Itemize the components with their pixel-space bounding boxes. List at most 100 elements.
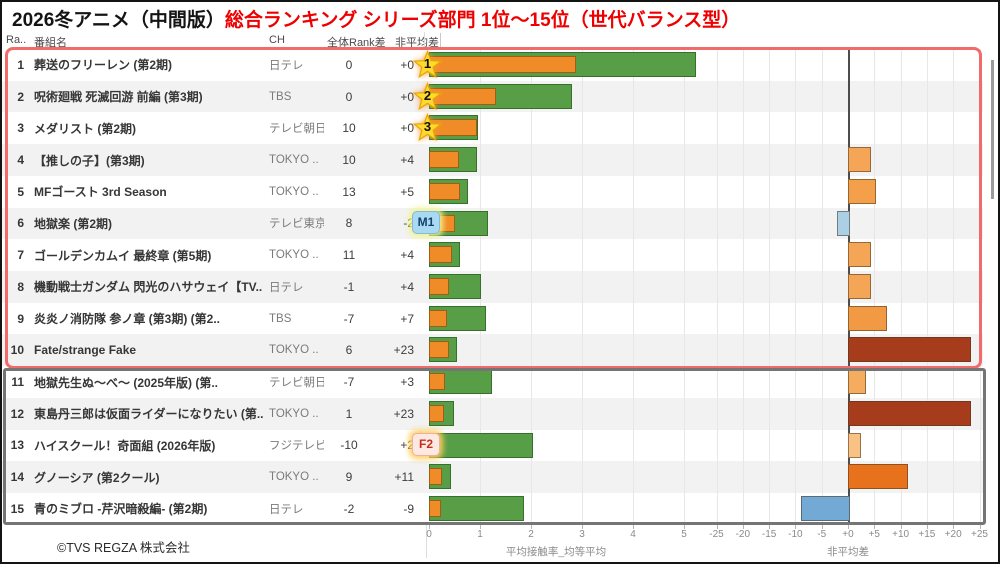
- equal-avg-bar[interactable]: [429, 151, 460, 169]
- channel-cell: 日テレ: [269, 59, 304, 72]
- program-name: メダリスト (第2期): [34, 121, 137, 136]
- rank-cell: 10: [10, 343, 24, 358]
- title-prefix: 2026冬アニメ（中間版）: [12, 10, 225, 31]
- star-rank-number: 1: [423, 56, 432, 71]
- axis-tickmark: [795, 525, 797, 529]
- channel-cell: 日テレ: [269, 503, 304, 516]
- table-row[interactable]: 15 青のミブロ -芹沢暗殺編- (第2期) 日テレ -2 -9: [2, 493, 983, 525]
- avg-diff-bar[interactable]: [848, 464, 908, 490]
- rank-diff-cell: -1: [343, 279, 355, 294]
- avg-diff-bar[interactable]: [848, 178, 877, 204]
- axis-tickmark: [821, 525, 823, 529]
- table-row[interactable]: 9 炎炎ノ消防隊 参ノ章 (第3期) (第2.. TBS -7 +7: [2, 302, 983, 335]
- axis-tickmark: [429, 525, 430, 529]
- rank-cell: 13: [10, 438, 24, 453]
- reach-avg-bar[interactable]: [429, 432, 533, 458]
- axis-tick: -20: [735, 529, 751, 540]
- equal-avg-bar[interactable]: [429, 341, 449, 359]
- channel-cell: テレビ朝日: [269, 377, 324, 390]
- table-row[interactable]: 1 葬送のフリーレン (第2期) 日テレ 0 +0 1: [2, 49, 983, 81]
- avg-diff-bar[interactable]: [848, 369, 866, 395]
- equal-avg-bar[interactable]: [429, 56, 577, 73]
- equal-avg-bar[interactable]: [429, 373, 445, 391]
- right-axis-label: 非平均差: [827, 546, 869, 558]
- rank-star-icon: 2: [412, 81, 443, 112]
- equal-avg-bar[interactable]: [429, 182, 461, 200]
- avg-diff-bar[interactable]: [800, 496, 850, 522]
- axis-tick: 1: [477, 529, 483, 540]
- page-title: 2026冬アニメ（中間版）総合ランキング シリーズ部門 1位～15位（世代バラン…: [12, 5, 740, 32]
- channel-cell: TOKYO ..: [269, 185, 319, 198]
- rank-star-icon: 1: [412, 49, 443, 80]
- axis-tick: +5: [868, 529, 880, 540]
- avg-diff-bar[interactable]: [848, 305, 887, 331]
- channel-cell: TOKYO ..: [269, 154, 319, 167]
- ranking-table: 1 葬送のフリーレン (第2期) 日テレ 0 +0 1 2 呪術廻戦 死滅回游 前編 (第3期…: [2, 49, 983, 525]
- rank-cell: 4: [17, 153, 24, 168]
- equal-avg-bar[interactable]: [429, 309, 448, 327]
- program-name: Fate/strange Fake: [34, 343, 137, 358]
- rank-cell: 15: [10, 501, 24, 516]
- avg-diff-cell: +23: [393, 406, 414, 421]
- table-row[interactable]: 4 【推しの子】(第3期) TOKYO .. 10 +4: [2, 144, 983, 176]
- axis-tick: -10: [788, 529, 803, 540]
- rank-diff-cell: 0: [345, 89, 353, 104]
- avg-diff-bar[interactable]: [837, 210, 850, 236]
- table-row[interactable]: 5 MFゴースト 3rd Season TOKYO .. 13 +5: [2, 175, 983, 208]
- channel-cell: TBS: [269, 90, 292, 103]
- avg-diff-bar[interactable]: [848, 242, 872, 268]
- avg-diff-cell: +4: [400, 248, 414, 263]
- table-row[interactable]: 8 機動戦士ガンダム 閃光のハサウェイ【TV.. 日テレ -1 +4: [2, 271, 983, 303]
- program-name: グノーシア (第2クール): [34, 470, 160, 485]
- axis-tick: -5: [817, 529, 827, 540]
- program-name: 【推しの子】(第3期): [34, 153, 145, 168]
- rank-cell: 1: [17, 57, 24, 72]
- channel-cell: TOKYO ..: [269, 249, 319, 262]
- rank-diff-cell: 10: [342, 153, 356, 168]
- avg-diff-bar[interactable]: [848, 147, 872, 173]
- avg-diff-bar[interactable]: [848, 432, 861, 458]
- column-header-avg-diff: 非平均差: [395, 37, 439, 49]
- rank-cell: 11: [11, 375, 24, 390]
- axis-tickmark: [953, 525, 955, 529]
- equal-avg-bar[interactable]: [429, 246, 453, 264]
- avg-diff-cell: +2: [400, 438, 414, 453]
- rank-diff-cell: 8: [345, 216, 353, 231]
- table-row[interactable]: 6 地獄楽 (第2期) テレビ東京 8 -2 M1: [2, 207, 983, 240]
- reach-avg-bar[interactable]: [429, 496, 524, 522]
- channel-cell: TOKYO ..: [269, 471, 319, 484]
- star-rank-number: 2: [423, 87, 432, 103]
- rank-cell: 14: [10, 470, 24, 485]
- header-divider: [440, 33, 441, 47]
- equal-avg-bar[interactable]: [429, 500, 442, 518]
- equal-avg-bar[interactable]: [429, 278, 449, 296]
- rank-diff-cell: 13: [342, 184, 356, 199]
- program-name: ゴールデンカムイ 最終章 (第5期): [34, 248, 212, 263]
- equal-avg-bar[interactable]: [429, 468, 443, 486]
- avg-diff-bar[interactable]: [848, 274, 872, 300]
- m1-badge: M1: [412, 210, 440, 234]
- rank-cell: 9: [17, 311, 24, 326]
- table-row[interactable]: 14 グノーシア (第2クール) TOKYO .. 9 +11: [2, 461, 983, 494]
- channel-cell: テレビ東京: [269, 218, 324, 231]
- table-row[interactable]: 7 ゴールデンカムイ 最終章 (第5期) TOKYO .. 11 +4: [2, 239, 983, 272]
- avg-diff-bar[interactable]: [848, 400, 971, 426]
- column-header-channel: CH: [269, 34, 285, 46]
- rank-cell: 3: [17, 121, 24, 136]
- vertical-scrollbar[interactable]: [991, 60, 994, 199]
- table-row[interactable]: 12 東島丹三郎は仮面ライダーになりたい (第.. TOKYO .. 1 +23: [2, 397, 983, 430]
- axis-tickmark: [633, 525, 634, 529]
- table-chart-divider: [424, 32, 425, 48]
- table-row[interactable]: 2 呪術廻戦 死滅回游 前編 (第3期) TBS 0 +0 2: [2, 80, 983, 113]
- axis-tickmark: [926, 525, 928, 529]
- table-row[interactable]: 11 地獄先生ぬ～べ～ (2025年版) (第.. テレビ朝日 -7 +3: [2, 366, 983, 398]
- equal-avg-bar[interactable]: [429, 404, 444, 422]
- program-name: 葬送のフリーレン (第2期): [34, 58, 173, 73]
- avg-diff-bar[interactable]: [848, 337, 971, 363]
- program-name: 機動戦士ガンダム 閃光のハサウェイ【TV..: [34, 280, 263, 295]
- table-row[interactable]: 13 ハイスクール！奇面組 (2026年版) フジテレビ -10 +2 F2: [2, 429, 983, 462]
- table-row[interactable]: 10 Fate/strange Fake TOKYO .. 6 +23: [2, 334, 983, 367]
- table-row[interactable]: 3 メダリスト (第2期) テレビ朝日 10 +0 3: [2, 112, 983, 145]
- rank-cell: 5: [17, 184, 24, 199]
